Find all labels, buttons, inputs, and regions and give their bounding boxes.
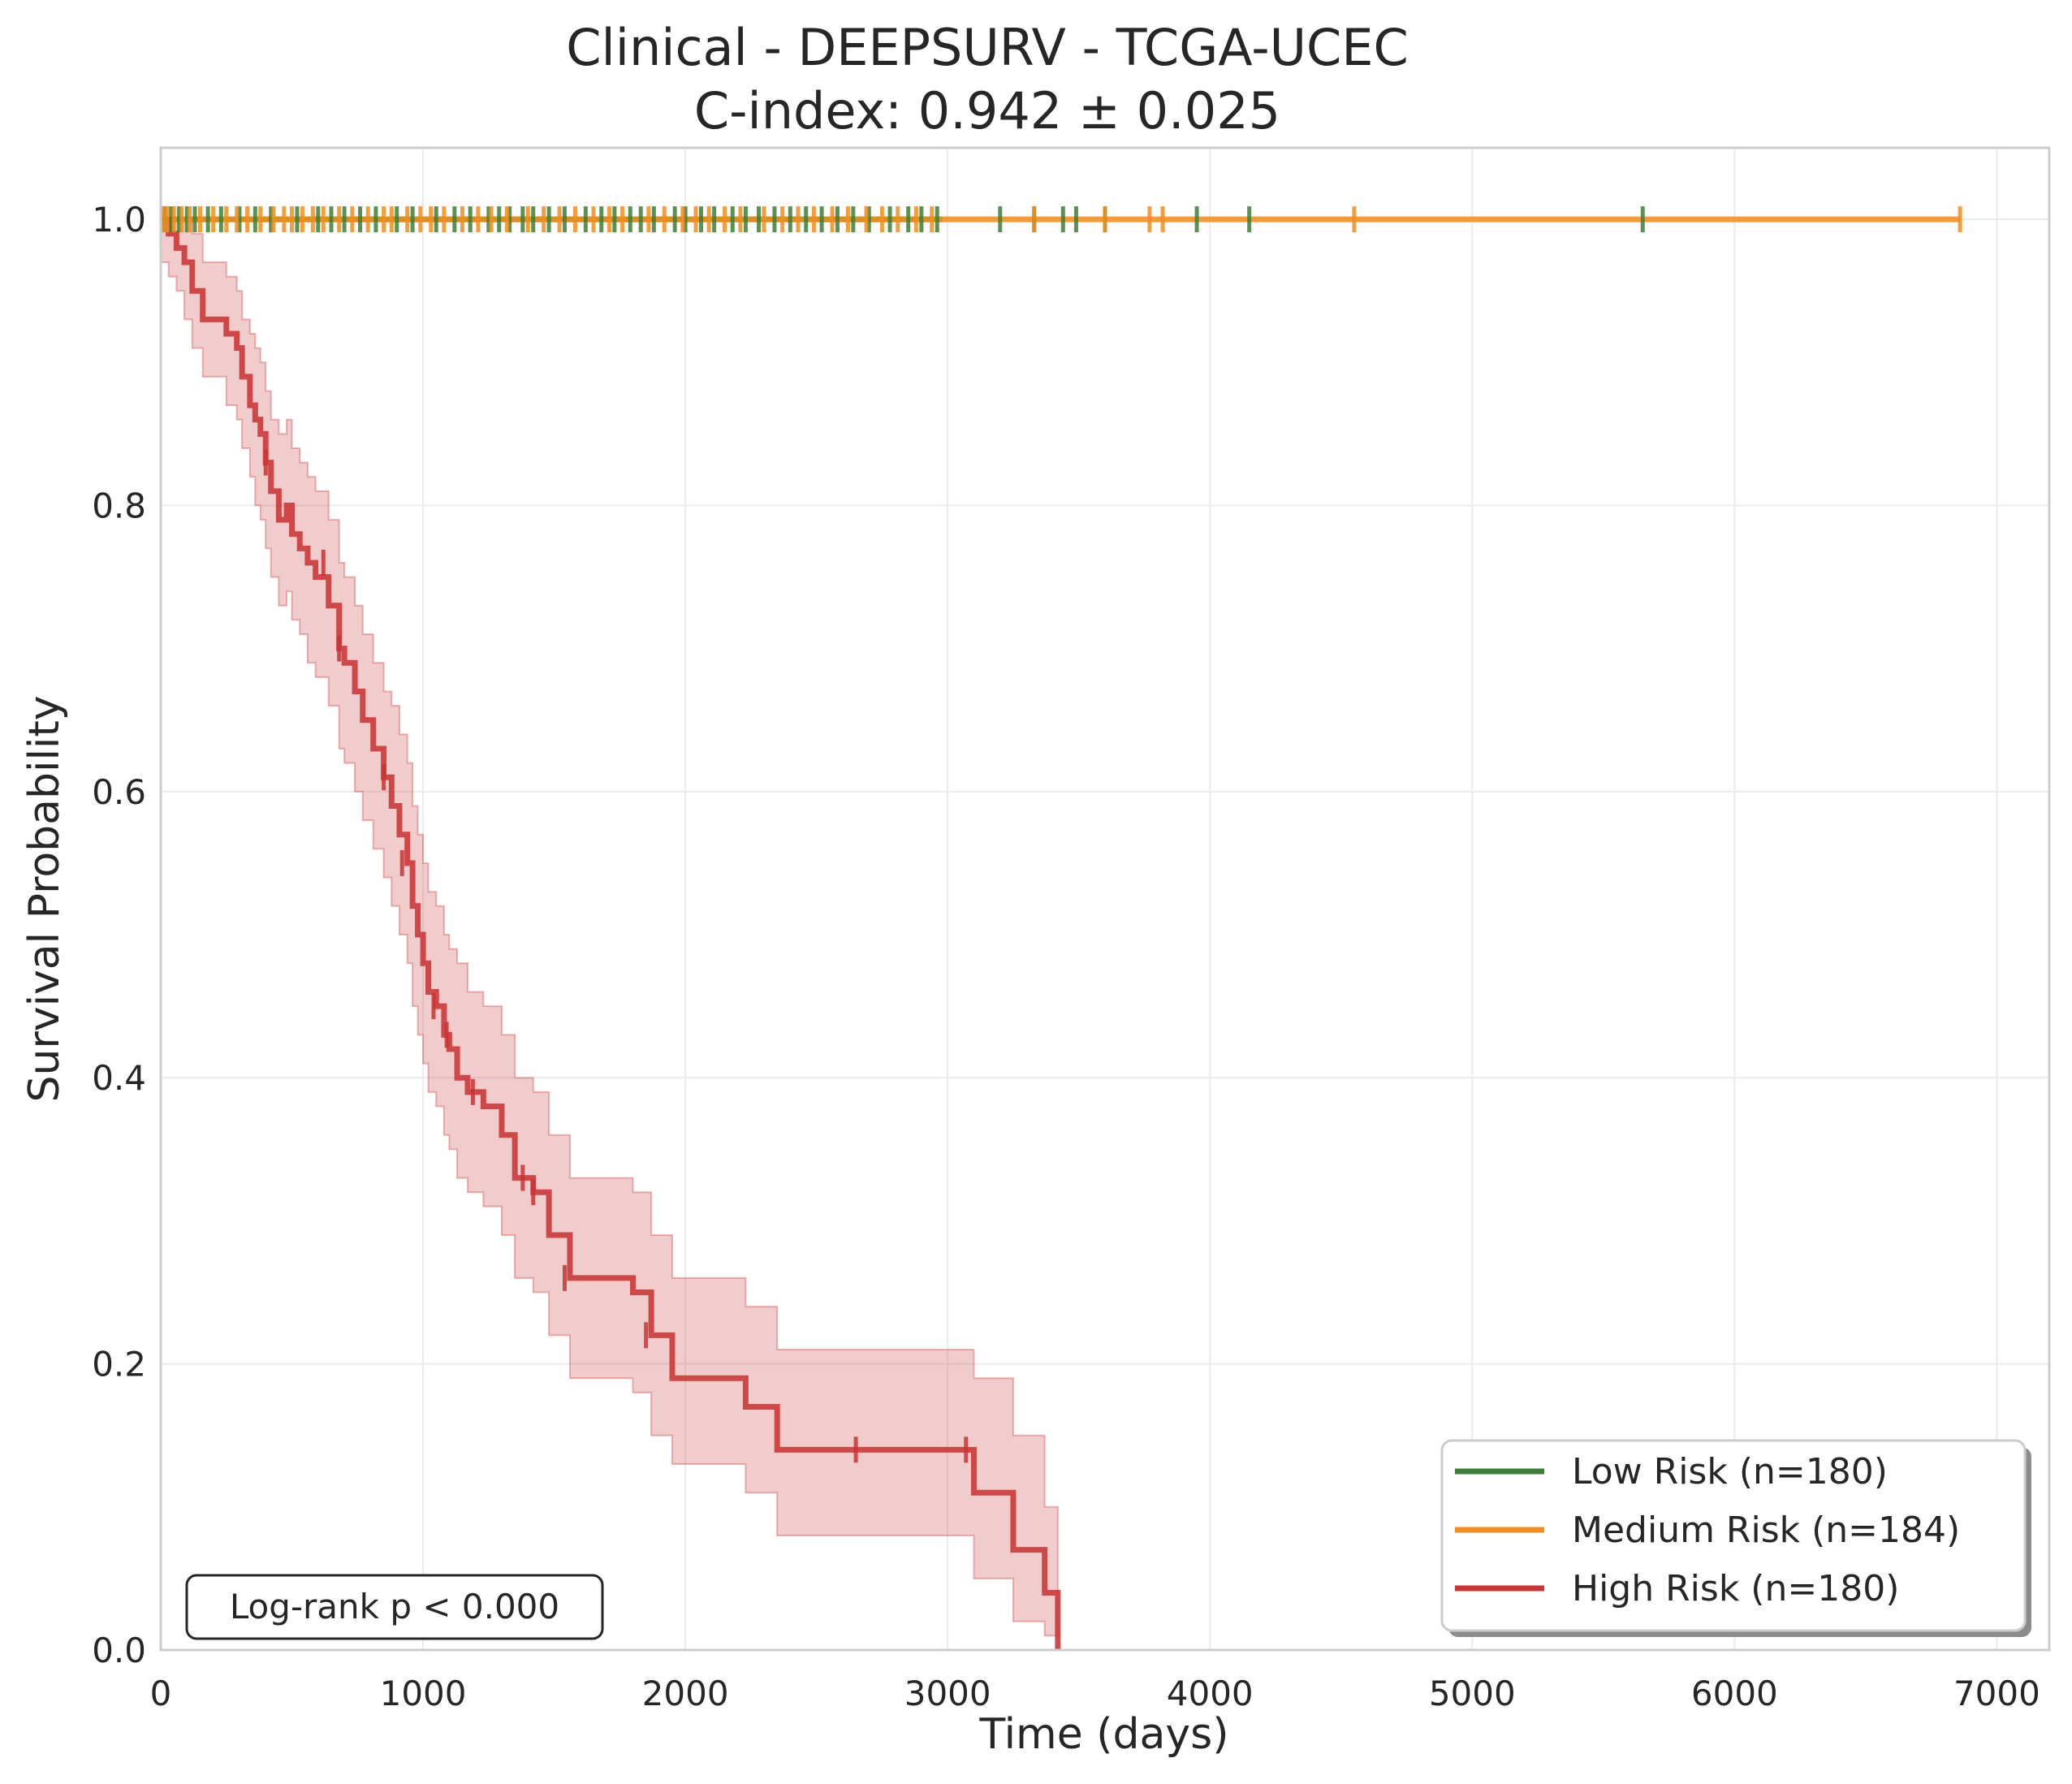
legend-box bbox=[1440, 1439, 2027, 1632]
y-tick-label: 0.8 bbox=[92, 486, 146, 525]
y-tick-label: 1.0 bbox=[92, 200, 146, 240]
legend-items: Low Risk (n=180) Medium Risk (n=184) High … bbox=[1455, 1451, 1960, 1609]
x-tick-label: 5000 bbox=[1429, 1674, 1516, 1713]
high-risk-legend-label: High Risk (n=180) bbox=[1572, 1568, 1899, 1609]
x-tick-label: 1000 bbox=[380, 1674, 467, 1713]
x-tick-label: 7000 bbox=[1953, 1674, 2040, 1713]
x-tick-labels: 0 1000 2000 3000 4000 5000 6000 7000 bbox=[150, 1674, 2040, 1713]
y-tick-label: 0.4 bbox=[92, 1058, 146, 1098]
legend: Low Risk (n=180) Medium Risk (n=184) High … bbox=[1440, 1439, 2031, 1637]
chart-subtitle: C-index: 0.942 ± 0.025 bbox=[694, 81, 1280, 140]
y-tick-labels: 0.0 0.2 0.4 0.6 0.8 1.0 bbox=[92, 200, 146, 1670]
low-risk-legend-label: Low Risk (n=180) bbox=[1572, 1451, 1888, 1492]
x-tick-label: 6000 bbox=[1691, 1674, 1778, 1713]
x-tick-label: 0 bbox=[150, 1674, 172, 1713]
medium-risk-legend-label: Medium Risk (n=184) bbox=[1572, 1510, 1960, 1551]
x-tick-label: 3000 bbox=[904, 1674, 991, 1713]
confidence-band bbox=[160, 218, 1059, 1650]
x-tick-label: 4000 bbox=[1167, 1674, 1254, 1713]
y-tick-label: 0.6 bbox=[92, 772, 146, 812]
censor-marks bbox=[161, 206, 1962, 1463]
high-risk-ci-band bbox=[160, 218, 1059, 1650]
y-axis-label: Survival Probability bbox=[20, 695, 69, 1102]
high-risk-curve bbox=[161, 216, 1061, 1650]
x-tick-label: 2000 bbox=[642, 1674, 729, 1713]
log-rank-annotation: Log-rank p < 0.000 bbox=[185, 1574, 604, 1640]
annotation-box bbox=[185, 1574, 604, 1640]
y-tick-label: 0.2 bbox=[92, 1345, 146, 1384]
x-axis-label: Time (days) bbox=[978, 1710, 1228, 1759]
plot-frame bbox=[159, 146, 2051, 1652]
chart-title: Clinical - DEEPSURV - TCGA-UCEC bbox=[566, 18, 1409, 77]
annotation-text: Log-rank p < 0.000 bbox=[230, 1587, 559, 1626]
y-tick-label: 0.0 bbox=[92, 1631, 146, 1670]
